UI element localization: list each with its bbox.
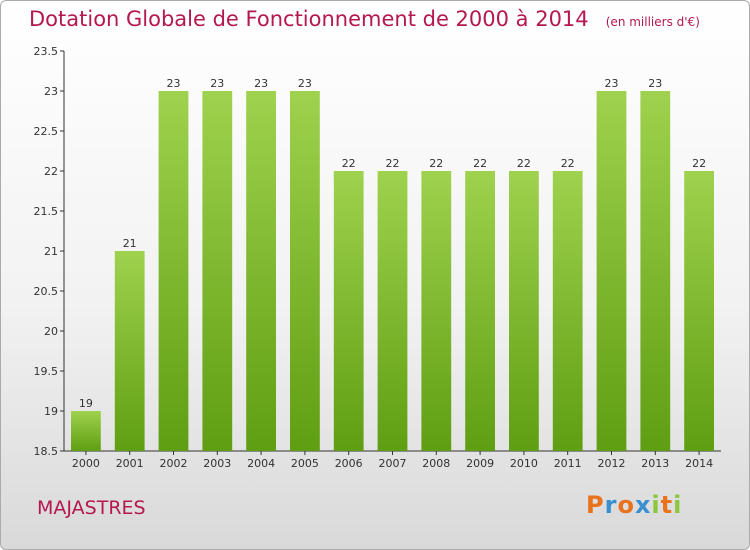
y-tick-label: 22.5 bbox=[34, 125, 59, 138]
bar bbox=[640, 91, 671, 451]
y-tick-label: 18.5 bbox=[34, 445, 59, 458]
bar-value-label: 23 bbox=[298, 77, 312, 90]
proxiti-logo: Proxiti bbox=[586, 491, 682, 519]
x-tick-label: 2000 bbox=[72, 457, 100, 470]
commune-name: MAJASTRES bbox=[37, 497, 146, 519]
y-tick-label: 20 bbox=[44, 325, 58, 338]
bar bbox=[509, 171, 539, 451]
y-tick-label: 19 bbox=[44, 405, 58, 418]
logo-letter: i bbox=[673, 491, 683, 519]
bar-value-label: 22 bbox=[429, 157, 443, 170]
y-tick-label: 21 bbox=[44, 245, 58, 258]
x-axis: 2000 2001 2002 2003 2004 2005 2006 2007 2008 2009… bbox=[64, 450, 721, 470]
bar bbox=[552, 171, 583, 451]
y-tick-label: 23.5 bbox=[34, 45, 59, 58]
y-tick-label: 20.5 bbox=[34, 285, 59, 298]
bar-value-label: 23 bbox=[648, 77, 662, 90]
bar-value-label: 23 bbox=[210, 77, 224, 90]
x-tick-label: 2008 bbox=[422, 457, 450, 470]
y-tick-label: 21.5 bbox=[34, 205, 59, 218]
bar bbox=[377, 171, 408, 451]
x-tick-label: 2007 bbox=[379, 457, 407, 470]
x-tick-label: 2003 bbox=[203, 457, 231, 470]
x-tick-label: 2010 bbox=[510, 457, 538, 470]
bar-value-label: 23 bbox=[605, 77, 619, 90]
bar-value-label: 22 bbox=[386, 157, 400, 170]
x-tick-label: 2006 bbox=[335, 457, 363, 470]
x-tick-label: 2009 bbox=[466, 457, 494, 470]
bar bbox=[465, 171, 495, 451]
x-tick-label: 2004 bbox=[247, 457, 275, 470]
y-tick-label: 19.5 bbox=[34, 365, 59, 378]
bar bbox=[684, 171, 714, 451]
bar bbox=[246, 91, 276, 451]
bar-value-label: 22 bbox=[517, 157, 531, 170]
x-tick-label: 2011 bbox=[554, 457, 582, 470]
chart-title: Dotation Globale de Fonctionnement de 20… bbox=[29, 7, 589, 31]
x-tick-label: 2012 bbox=[598, 457, 626, 470]
logo-letter: t bbox=[660, 491, 674, 519]
bar-value-label: 23 bbox=[254, 77, 268, 90]
bars: 19 21 23 23 23 23 22 22 22 22 22 22 23 23 22 bbox=[71, 77, 714, 451]
logo-letter: i bbox=[651, 491, 661, 519]
logo-letter: r bbox=[604, 491, 618, 519]
logo-letter: o bbox=[617, 491, 635, 519]
bar bbox=[71, 411, 101, 451]
y-tick-label: 23 bbox=[44, 85, 58, 98]
x-tick-label: 2001 bbox=[116, 457, 144, 470]
x-tick-label: 2002 bbox=[160, 457, 188, 470]
bar-value-label: 22 bbox=[561, 157, 575, 170]
bar bbox=[333, 171, 364, 451]
bar bbox=[158, 91, 189, 451]
bar-value-label: 23 bbox=[167, 77, 181, 90]
bar-value-label: 22 bbox=[692, 157, 706, 170]
y-axis: 18.5 19 19.5 20 20.5 21 21.5 22 22.5 23 23.5 bbox=[34, 45, 65, 458]
logo-letter: x bbox=[634, 491, 652, 519]
logo-letter: P bbox=[586, 491, 605, 519]
y-tick-label: 22 bbox=[44, 165, 58, 178]
x-tick-label: 2005 bbox=[291, 457, 319, 470]
bar bbox=[202, 91, 233, 451]
chart-title-block: Dotation Globale de Fonctionnement de 20… bbox=[29, 7, 700, 31]
bar bbox=[596, 91, 627, 451]
chart-subtitle: (en milliers d'€) bbox=[605, 15, 700, 29]
bar-value-label: 22 bbox=[342, 157, 356, 170]
bar bbox=[421, 171, 452, 451]
x-tick-label: 2014 bbox=[685, 457, 713, 470]
bar bbox=[290, 91, 320, 451]
bar bbox=[114, 251, 145, 451]
bar-value-label: 19 bbox=[79, 397, 93, 410]
bar-value-label: 22 bbox=[473, 157, 487, 170]
x-tick-label: 2013 bbox=[641, 457, 669, 470]
bar-value-label: 21 bbox=[123, 237, 137, 250]
